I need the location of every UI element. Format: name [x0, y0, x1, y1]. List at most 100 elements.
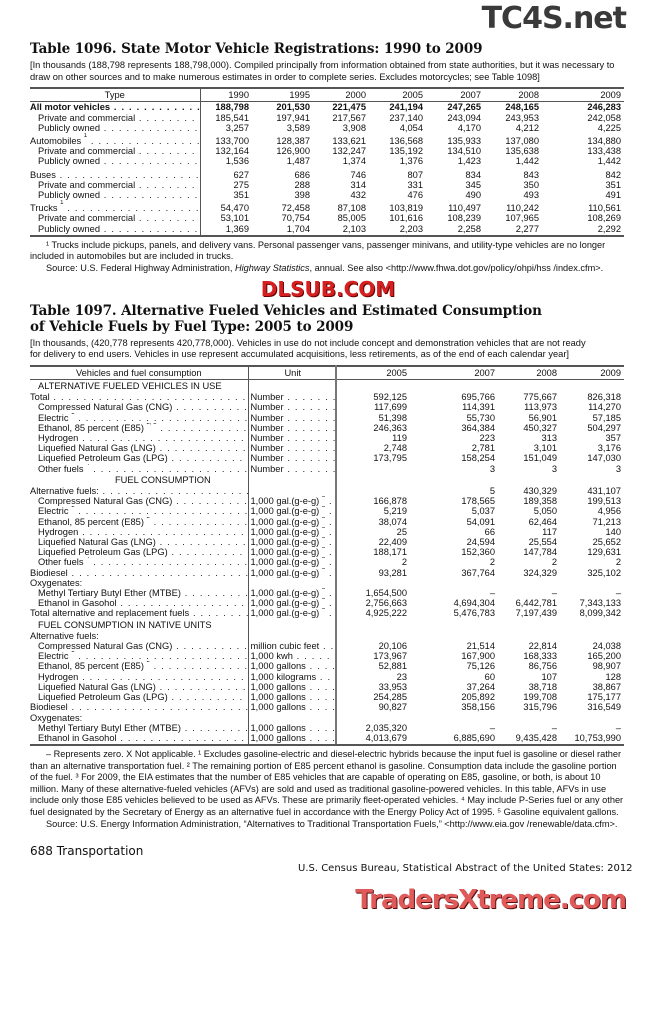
table-1096-footnote: ¹ Trucks include pickups, panels, and de… [30, 239, 606, 262]
footnote-ref: 4 [86, 557, 90, 561]
cell-value: 178,565 [461, 496, 495, 507]
table-row: Publicly owned . . . . . . . . . . . . .… [30, 122, 624, 133]
footnote-ref: 5 [321, 506, 326, 510]
row-label: Compressed Natural Gas (CNG) . . . . . .… [30, 496, 249, 507]
row-label: Other fuels 4 . . . . . . . . . . . . . … [30, 557, 249, 568]
row-label: Hydrogen . . . . . . . . . . . . . . . .… [30, 433, 249, 444]
cell-value: 134,510 [447, 146, 481, 157]
table-row: Liquefied Petroleum Gas (LPG) . . . . . … [30, 692, 624, 703]
row-label-text: Liquefied Petroleum Gas (LPG) [38, 692, 168, 703]
row-label-text: Total alternative and replacement fuels [30, 608, 190, 619]
cell-value: 2,292 [542, 223, 624, 237]
table-row: Ethanol, 85 percent (E85) 2 . . . . . . … [30, 516, 624, 527]
leader-dots: . . . . . . . . . . . [287, 402, 334, 413]
cell-value [410, 474, 498, 486]
leader-dots: . . . . . . . . . . . . . . . . . . . . … [59, 169, 200, 180]
table-1097-headnote: [In thousands, (420,778 represents 420,7… [30, 337, 586, 360]
cell-value: 132,247 [332, 146, 366, 157]
cell-value [560, 578, 624, 588]
unit-text: 1,000 gal.(g-e-g) [250, 516, 320, 527]
cell-value [498, 631, 560, 641]
row-label: Liquefied Natural Gas (LNG) . . . . . . … [30, 681, 249, 693]
row-label-text: Ethanol, 85 percent (E85) [38, 661, 144, 672]
row-label: Private and commercial . . . . . . . . .… [30, 146, 201, 157]
cell-value: 2,103 [313, 223, 369, 237]
table-row: Compressed Natural Gas (CNG) . . . . . .… [30, 402, 624, 413]
row-label: Liquefied Natural Gas (LNG) . . . . . . … [30, 537, 249, 548]
unit-cell: 1,000 kilograms . . . . . . . . . . . [248, 671, 337, 682]
unit-cell [248, 577, 337, 589]
cell-value: 627 [233, 169, 249, 180]
cell-value: 54,470 [220, 203, 249, 214]
cell-value: 313 [541, 433, 557, 444]
cell-value: 108,239 [447, 213, 481, 224]
table-row: Other fuels 4 . . . . . . . . . . . . . … [30, 463, 624, 474]
cell-value: 248,165 [505, 102, 539, 113]
cell-value: 205,892 [461, 692, 495, 703]
page-footer: 688 Transportation U.S. Census Bureau, S… [30, 844, 633, 884]
table-row: Liquefied Petroleum Gas (LPG) . . . . . … [30, 453, 624, 464]
watermark-logo-middle: DLSUB.COM [260, 276, 396, 301]
table-row: Alternative fuels: [30, 630, 624, 642]
unit-cell: 1,000 gal.(g-e-g) 5 . . . . . . . . . . … [248, 557, 337, 568]
cell-value: 237,140 [389, 112, 423, 123]
cell-value: 113,973 [524, 402, 557, 413]
cell-value: 22,814 [528, 641, 557, 652]
table-row: Electric 1 . . . . . . . . . . . . . . .… [30, 506, 624, 517]
cell-value: 2,756,663 [365, 598, 407, 609]
table-1096: Type 1990 1995 2000 2005 2007 2008 2009 All moto… [30, 87, 624, 237]
cell-value: 188,171 [373, 547, 407, 558]
leader-dots: . . . . . . . . . . . . . . . . . . . . … [103, 223, 199, 234]
footnote-ref: 5 [321, 608, 326, 612]
unit-cell: Number . . . . . . . . . . . [248, 402, 337, 413]
cell-value: 491 [605, 190, 621, 201]
column-header-2008: 2008 [498, 364, 560, 380]
unit-text: 1,000 gal.(g-e-g) [250, 496, 320, 507]
cell-value [336, 619, 410, 631]
table-row: Alternative fuels: . . . . . . . . . . .… [30, 486, 624, 497]
column-header-vehicles-and-fuel-consumption: Vehicles and fuel consumption [30, 364, 249, 380]
unit-text: 1,000 gallons [250, 732, 306, 743]
unit-cell [248, 473, 337, 487]
row-label-text: Automobiles [30, 136, 82, 146]
row-label: Ethanol, 85 percent (E85) 2, 3 . . . . .… [30, 422, 249, 434]
cell-value: 243,953 [505, 112, 539, 123]
row-label: Electric 1 . . . . . . . . . . . . . . .… [30, 412, 249, 423]
table-1097-notes: – Represents zero. X Not applicable. ¹ E… [30, 749, 626, 830]
cell-value: 51,398 [378, 412, 407, 423]
cell-value [410, 713, 498, 723]
footnote-ref: 4 [86, 463, 90, 467]
cell-value: 119 [392, 433, 407, 444]
column-header-1990: 1990 [200, 87, 252, 103]
unit-text: 1,000 gal.(g-e-g) [250, 557, 320, 568]
cell-value: 826,318 [587, 392, 621, 403]
row-label-text: All motor vehicles [30, 102, 111, 113]
cell-value: 66 [484, 526, 495, 537]
unit-cell: Number . . . . . . . . . . . [248, 463, 337, 474]
cell-value: 5,476,783 [453, 608, 495, 619]
cell-value: 834 [465, 169, 481, 180]
row-label-text: Buses [30, 169, 56, 180]
unit-text: 1,000 gal.(g-e-g) [250, 588, 320, 599]
leader-dots: . . . . . . . . . . . [287, 463, 334, 474]
source-publication: Highway Statistics [234, 263, 310, 274]
cell-value: 133,700 [215, 136, 249, 146]
cell-value: 592,125 [373, 392, 407, 403]
cell-value: 3 [615, 463, 621, 474]
leader-dots: . . . . . . . . . . . . . . . . . . . . … [113, 102, 199, 113]
cell-value: 137,080 [505, 136, 539, 146]
leader-dots: . . . . . . . . . . . . . . . . . . . . … [120, 598, 247, 609]
leader-dots: . . . . . . . . . . . [309, 722, 336, 733]
table-row: Ethanol in Gasohol . . . . . . . . . . .… [30, 732, 624, 747]
cell-value: 2 [551, 557, 557, 568]
cell-value: 133,621 [332, 136, 366, 146]
table-row: All motor vehicles . . . . . . . . . . .… [30, 101, 624, 113]
table-row: Oxygenates: [30, 577, 624, 589]
cell-value: 246,283 [587, 102, 621, 113]
cell-value [498, 474, 560, 486]
unit-text: 1,000 gal.(g-e-g) [250, 567, 320, 578]
leader-dots: . . . . . . . . . . . [323, 641, 335, 652]
leader-dots: . . . . . . . . . . . [287, 392, 334, 403]
cell-value: 5 [489, 486, 495, 497]
leader-dots: . . . . . . . . . . . [328, 506, 334, 517]
